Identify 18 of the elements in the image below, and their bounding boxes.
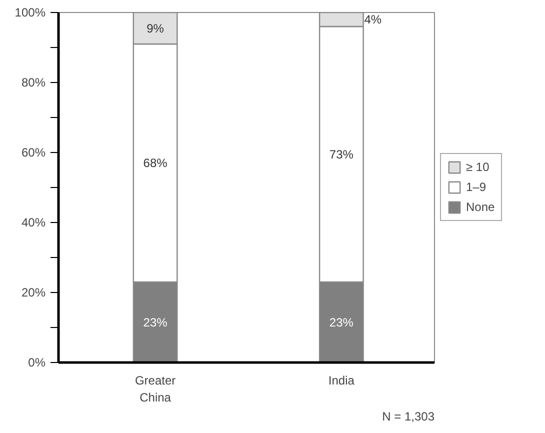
y-tick-label: 100% (14, 6, 46, 20)
legend-label: 1–9 (466, 180, 488, 194)
legend-label: ≥ 10 (466, 160, 490, 174)
data-label: 23% (329, 315, 354, 330)
y-tick-label: 20% (21, 286, 46, 300)
y-tick-label: 60% (21, 146, 46, 160)
y-tick-label: 0% (28, 356, 46, 370)
y-tick-label: 80% (21, 76, 46, 90)
data-label: 23% (143, 315, 168, 330)
data-label: 4% (364, 12, 382, 26)
legend-label: None (466, 200, 495, 214)
y-tick-label: 40% (21, 216, 46, 230)
data-label: 9% (146, 21, 164, 36)
data-label: 68% (143, 156, 168, 170)
data-label: 73% (329, 147, 354, 162)
x-tick-label: Greater China (134, 374, 176, 404)
x-tick-label: India (328, 374, 355, 388)
text: N = 1,303 (382, 410, 435, 424)
